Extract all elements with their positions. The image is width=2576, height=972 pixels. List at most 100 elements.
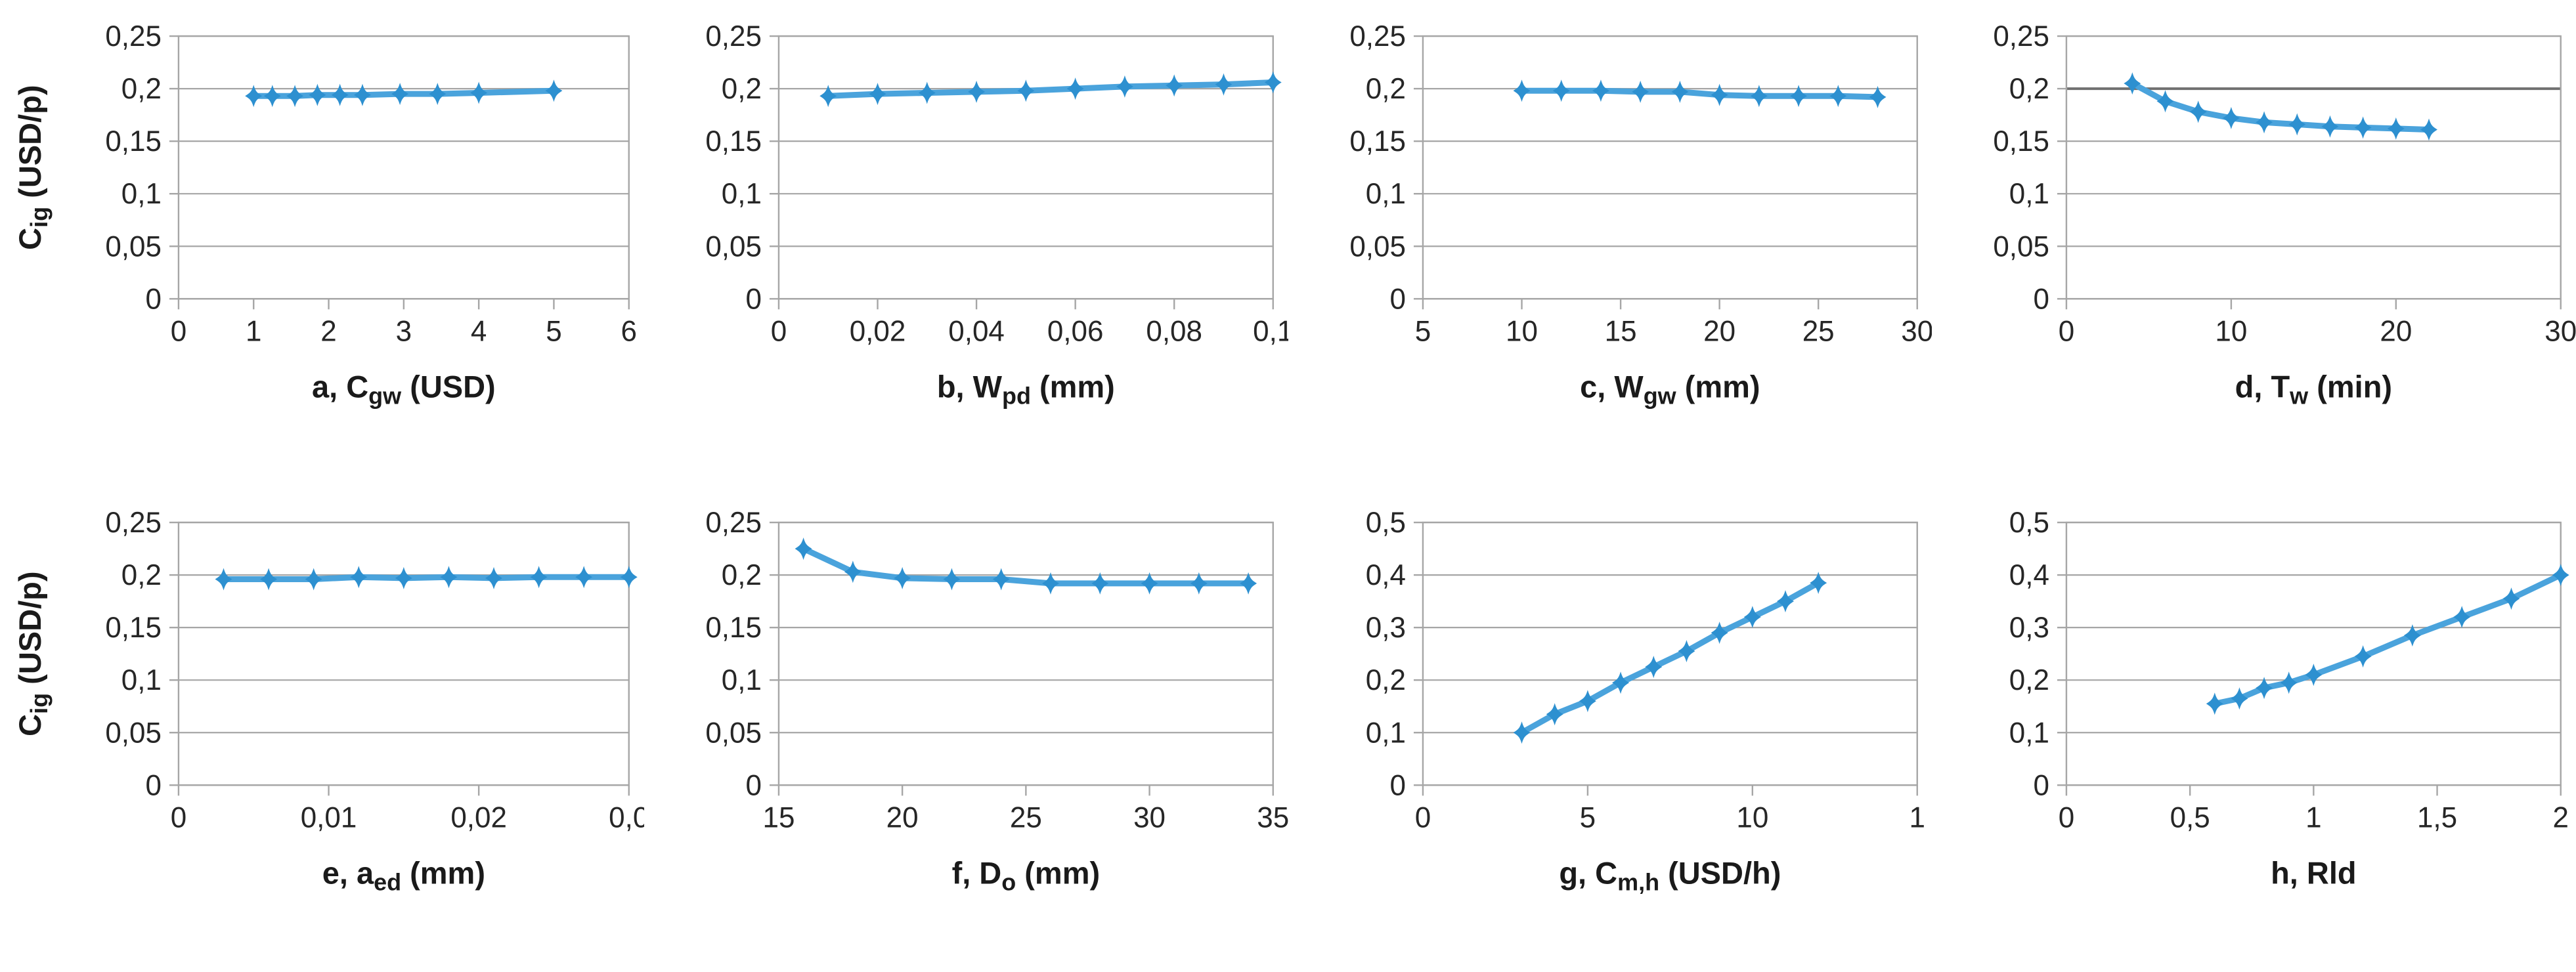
x-tick-label: 0,1 bbox=[1253, 315, 1288, 347]
data-point-marker bbox=[1041, 572, 1059, 595]
y-tick-label: 0 bbox=[1389, 769, 1405, 801]
x-tick-label: 1 bbox=[2305, 801, 2321, 834]
data-point-marker bbox=[1677, 639, 1695, 662]
data-point-marker bbox=[1750, 85, 1768, 108]
data-point-marker bbox=[1631, 80, 1649, 103]
y-tick-label: 0,1 bbox=[2009, 717, 2049, 749]
data-point-marker bbox=[263, 85, 281, 108]
y-tick-label: 0,1 bbox=[722, 664, 762, 696]
y-tick-label: 0,2 bbox=[121, 73, 162, 105]
data-point-marker bbox=[1711, 83, 1728, 106]
plot-border bbox=[2065, 35, 2562, 300]
data-point-marker bbox=[819, 85, 837, 108]
x-axis-title: g, Cm,h (USD/h) bbox=[1559, 855, 1781, 895]
y-tick-label: 0,25 bbox=[105, 20, 162, 53]
data-point-marker bbox=[2552, 563, 2570, 586]
y-tick-label: 0 bbox=[1389, 283, 1405, 315]
y-tick-label: 0,2 bbox=[2009, 73, 2049, 105]
data-point-marker bbox=[1091, 572, 1109, 595]
data-point-marker bbox=[2280, 671, 2298, 694]
y-tick-label: 0,05 bbox=[1994, 230, 2050, 263]
y-tick-label: 0 bbox=[145, 769, 161, 801]
y-tick-label: 0 bbox=[2034, 769, 2049, 801]
data-point-marker bbox=[1611, 671, 1629, 694]
data-point-marker bbox=[1239, 572, 1257, 595]
x-tick-label: 10 bbox=[1506, 315, 1538, 347]
y-tick-label: 0,3 bbox=[2009, 612, 2049, 644]
y-tick-label: 0,2 bbox=[722, 73, 762, 105]
y-tick-label: 0 bbox=[145, 283, 161, 315]
y-tick-label: 0,05 bbox=[1349, 230, 1406, 263]
data-point-marker bbox=[1017, 79, 1035, 102]
x-axis-title: b, Wpd (mm) bbox=[937, 369, 1115, 409]
x-tick-label: 0,06 bbox=[1047, 315, 1104, 347]
data-point-marker bbox=[620, 565, 638, 588]
data-point-marker bbox=[331, 83, 349, 106]
series-line bbox=[250, 87, 557, 99]
plot-area: 0 0,1 0,2 0,3 0,4 0,5 0 5 10 1 g, Cm,h (USD/h) bbox=[1365, 507, 1925, 895]
x-axis-title: e, aed (mm) bbox=[322, 855, 485, 895]
x-tick-label: 1 bbox=[246, 315, 261, 347]
data-point-marker bbox=[1141, 572, 1158, 595]
data-point-marker bbox=[2404, 623, 2422, 646]
data-point-marker bbox=[1592, 79, 1609, 102]
data-point-marker bbox=[2354, 644, 2372, 667]
chart-canvas-a: 0 0,05 0,1 0,15 0,2 0,25 0 1 2 3 4 5 6 a, Cgw (USD) Ci… bbox=[12, 20, 637, 409]
data-point-marker bbox=[1116, 75, 1133, 98]
x-tick-label: 35 bbox=[1257, 801, 1288, 834]
data-point-marker bbox=[1066, 77, 1084, 100]
data-point-marker bbox=[2288, 113, 2306, 136]
data-point-marker bbox=[1789, 85, 1807, 108]
plot-border bbox=[777, 35, 1274, 300]
data-point-marker bbox=[485, 566, 503, 589]
data-point-marker bbox=[2321, 115, 2339, 138]
data-point-marker bbox=[305, 567, 322, 591]
y-tick-label: 0,1 bbox=[1365, 178, 1405, 210]
y-tick-label: 0,15 bbox=[1349, 125, 1406, 158]
x-tick-label: 1,5 bbox=[2417, 801, 2457, 834]
data-point-marker bbox=[2256, 676, 2273, 699]
y-tick-label: 0,5 bbox=[2009, 507, 2049, 539]
data-point-marker bbox=[215, 567, 232, 591]
data-point-marker bbox=[967, 80, 985, 103]
y-tick-label: 0,1 bbox=[121, 664, 162, 696]
x-tick-label: 4 bbox=[471, 315, 487, 347]
data-point-marker bbox=[2502, 587, 2520, 610]
x-tick-label: 0 bbox=[171, 315, 186, 347]
y-axis-title: Cig (USD/p) bbox=[12, 85, 53, 249]
x-tick-label: 0,01 bbox=[301, 801, 357, 834]
x-tick-label: 0 bbox=[770, 315, 786, 347]
y-tick-label: 0,15 bbox=[705, 612, 762, 644]
data-point-marker bbox=[844, 560, 862, 583]
x-tick-label: 0,0 bbox=[609, 801, 644, 834]
x-tick-label: 20 bbox=[2380, 315, 2412, 347]
plot-area: 0 0,05 0,1 0,15 0,2 0,25 5 10 15 20 25 30 c, Wgw (mm… bbox=[1349, 20, 1932, 409]
y-tick-label: 0,05 bbox=[105, 230, 162, 263]
y-tick-label: 0,05 bbox=[105, 717, 162, 749]
y-tick-label: 0,15 bbox=[105, 612, 162, 644]
data-point-marker bbox=[1264, 71, 1282, 94]
data-point-marker bbox=[545, 79, 563, 102]
data-point-marker bbox=[350, 565, 368, 588]
chart-g: 0 0,1 0,2 0,3 0,4 0,5 0 5 10 1 g, Cm,h (USD/h) bbox=[1288, 486, 1932, 972]
series-line bbox=[825, 79, 1277, 99]
data-point-marker bbox=[869, 83, 886, 106]
series-line bbox=[800, 545, 1252, 586]
x-tick-label: 0 bbox=[1414, 801, 1430, 834]
x-tick-label: 2 bbox=[320, 315, 336, 347]
data-point-marker bbox=[440, 565, 458, 588]
y-tick-label: 0,2 bbox=[2009, 664, 2049, 696]
data-point-marker bbox=[2206, 692, 2224, 715]
data-point-marker bbox=[1829, 85, 1846, 108]
x-tick-label: 0,02 bbox=[450, 801, 507, 834]
x-axis-title: h, Rld bbox=[2271, 855, 2356, 890]
plot-border bbox=[177, 521, 630, 786]
data-point-marker bbox=[1552, 79, 1570, 102]
data-point-marker bbox=[893, 566, 911, 589]
x-tick-label: 20 bbox=[886, 801, 918, 834]
chart-h: 0 0,1 0,2 0,3 0,4 0,5 0 0,5 1 1,5 2 h, Rld bbox=[1932, 486, 2576, 972]
x-axis-title: f, Do (mm) bbox=[951, 855, 1100, 895]
plot-area: 0 0,05 0,1 0,15 0,2 0,25 15 20 25 30 35 f, Do (mm) bbox=[705, 507, 1288, 895]
x-tick-label: 30 bbox=[2545, 315, 2576, 347]
y-tick-label: 0,1 bbox=[1365, 717, 1405, 749]
